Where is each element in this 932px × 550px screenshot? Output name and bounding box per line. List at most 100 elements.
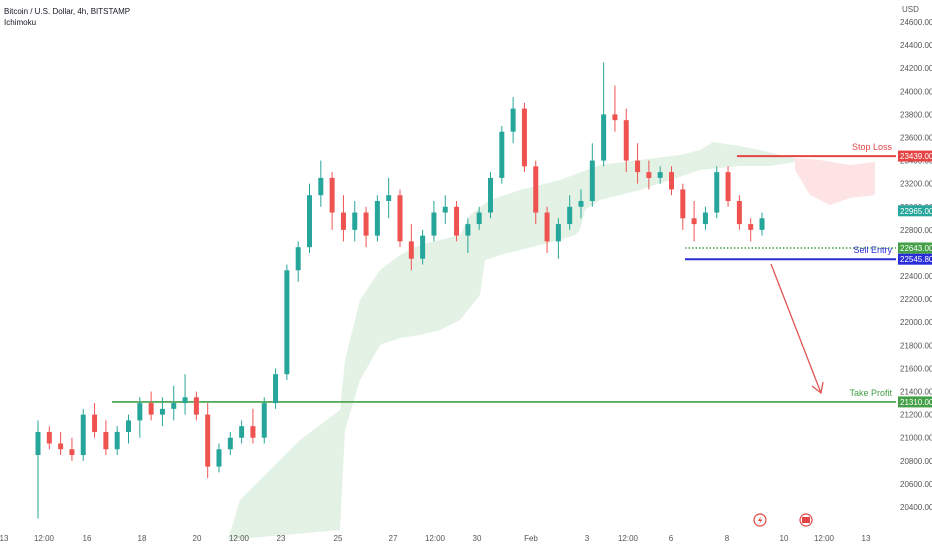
candle-body — [386, 195, 392, 201]
time-tick-label: 25 — [334, 534, 343, 543]
candle-body — [691, 218, 697, 225]
candle-body — [69, 449, 75, 456]
time-tick-label: 18 — [138, 534, 147, 543]
candle-body — [420, 235, 426, 259]
price-tick-label: 21200.00 — [900, 411, 932, 420]
price-levels — [112, 155, 896, 403]
candle-body — [307, 195, 312, 248]
time-tick-label: 12:00 — [814, 534, 835, 543]
price-tick-label: 24400.00 — [900, 41, 932, 50]
take-profit-label: Take Profit — [849, 388, 892, 398]
candle-body — [759, 218, 765, 230]
stop-loss-price-tag-bg — [898, 150, 932, 162]
price-tick-label: 23800.00 — [900, 110, 932, 119]
symbol-title[interactable]: Bitcoin / U.S. Dollar, 4h, BITSTAMP — [4, 7, 131, 16]
time-tick-label: 27 — [389, 534, 398, 543]
price-tick-label: 20600.00 — [900, 480, 932, 489]
take-profit-price-tag: 21310.00 — [900, 398, 932, 407]
price-tick-label: 24000.00 — [900, 87, 932, 96]
candle-body — [544, 212, 550, 242]
candle-body — [205, 414, 211, 467]
price-tick-label: 21600.00 — [900, 364, 932, 373]
time-tick-label: 8 — [725, 534, 730, 543]
candle-body — [635, 160, 641, 173]
candle-body — [533, 166, 539, 213]
time-tick-label: 13 — [862, 534, 871, 543]
candle-body — [126, 420, 131, 432]
time-tick-label: 12:00 — [618, 534, 639, 543]
indicator-label[interactable]: Ichimoku — [4, 18, 37, 27]
candle-body — [657, 172, 663, 178]
candle-body — [103, 431, 109, 450]
candle-body — [227, 437, 233, 450]
candle-body — [680, 189, 686, 219]
price-tick-label: 20800.00 — [900, 457, 932, 466]
candle-body — [465, 224, 471, 236]
time-axis[interactable]: 13 12:00 16 18 20 12:00 23 25 27 12:00 30 Feb 3 12:00… — [0, 534, 871, 543]
price-tick-label: 21000.00 — [900, 434, 932, 443]
candle-body — [555, 224, 561, 242]
candle-body — [273, 374, 279, 404]
candle-body — [239, 426, 245, 438]
ichimoku-cloud-bullish — [228, 142, 795, 540]
candle-body — [736, 200, 742, 225]
candle-body — [714, 172, 720, 213]
current-price-tag-bg — [898, 205, 932, 217]
time-tick-label: 12:00 — [425, 534, 446, 543]
projection-arrow — [770, 263, 824, 395]
candle-body — [340, 212, 346, 230]
candle-body — [137, 403, 143, 421]
time-tick-label: 3 — [585, 534, 590, 543]
candle-body — [702, 212, 708, 225]
price-tick-label: 20400.00 — [900, 503, 932, 512]
currency-label: USD — [902, 5, 919, 14]
time-tick-label: Feb — [524, 534, 538, 543]
candle-body — [193, 397, 199, 415]
stop-loss-price-tag: 23439.00 — [900, 152, 932, 161]
sell-entry-label: Sell Entry — [853, 245, 892, 255]
time-tick-label: 12:00 — [34, 534, 55, 543]
ichimoku-cloud — [228, 142, 875, 540]
candle-body — [363, 212, 369, 236]
candle-body — [250, 426, 256, 438]
candle-body — [442, 206, 448, 213]
candle-body — [182, 397, 188, 404]
candle-body — [352, 212, 358, 230]
candle-body — [114, 431, 120, 450]
ichimoku-cloud-bearish — [795, 158, 875, 205]
price-tick-label: 21400.00 — [900, 388, 932, 397]
price-tick-label: 23200.00 — [900, 180, 932, 189]
candle-body — [646, 172, 652, 178]
candle-body — [521, 108, 527, 167]
candle-body — [261, 403, 267, 438]
candlestick-series — [35, 62, 765, 519]
stop-loss-label: Stop Loss — [852, 142, 893, 152]
price-tick-label: 24200.00 — [900, 64, 932, 73]
candle-body — [499, 131, 505, 178]
time-tick-label: 23 — [277, 534, 286, 543]
candle-body — [397, 195, 403, 242]
candle-body — [567, 206, 573, 225]
entry-low-price-tag: 22545.80 — [900, 255, 932, 264]
price-tick-label: 24600.00 — [900, 18, 932, 27]
candle-body — [578, 200, 584, 207]
candle-body — [612, 114, 618, 121]
candle-body — [216, 449, 222, 467]
time-tick-label: 20 — [193, 534, 202, 543]
candle-body — [488, 177, 493, 213]
candle-body — [476, 212, 482, 225]
time-tick-label: 13 — [0, 534, 9, 543]
time-tick-label: 12:00 — [229, 534, 250, 543]
price-tick-label: 23600.00 — [900, 133, 932, 142]
candle-body — [454, 206, 460, 236]
lightning-glyph-icon — [758, 516, 763, 525]
candle-body — [725, 172, 731, 201]
take-profit-price-tag-bg — [898, 396, 932, 408]
candle-body — [669, 172, 674, 190]
candle-body — [295, 247, 301, 271]
candle-body — [35, 431, 41, 456]
price-tick-label: 22000.00 — [900, 318, 932, 327]
price-tick-label: 22800.00 — [900, 226, 932, 235]
candle-body — [329, 177, 335, 213]
